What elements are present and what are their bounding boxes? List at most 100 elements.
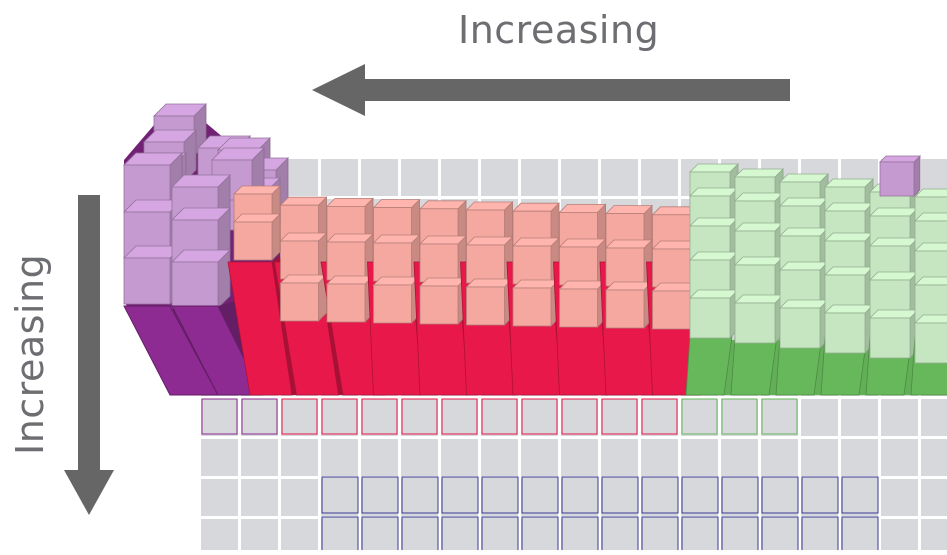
d-block-cube-top — [279, 274, 328, 284]
p-block-column — [730, 335, 778, 396]
f-block-cell — [521, 516, 559, 554]
grid-cell — [321, 159, 358, 196]
base-cell — [761, 398, 798, 435]
grid-cell — [881, 519, 918, 555]
d-block-cube — [233, 221, 273, 261]
p-block-cube-top — [689, 187, 739, 197]
f-block-cell — [521, 476, 559, 514]
d-block-cube — [512, 287, 552, 327]
f-block-cell — [441, 516, 479, 554]
d-block-cube-top — [233, 213, 281, 223]
vertical-trend-label: Increasing — [8, 253, 52, 455]
d-block-cube-top — [605, 205, 653, 215]
grid-cell — [801, 439, 838, 476]
p-block-cube-top — [689, 217, 739, 227]
f-block-cell — [601, 476, 639, 514]
d-block-cube-top — [279, 232, 328, 242]
helium-cube — [879, 161, 915, 197]
p-block-cube — [824, 312, 866, 354]
f-block-cell — [361, 476, 399, 514]
p-block-cube-top — [779, 299, 829, 309]
f-block-cell — [441, 476, 479, 514]
grid-cell — [281, 479, 318, 516]
d-block-cube — [559, 288, 598, 328]
d-block-cube-top — [326, 275, 374, 285]
f-block-cell — [481, 476, 519, 514]
p-block-column — [685, 335, 733, 396]
s-block-cube — [123, 257, 171, 305]
base-cell — [361, 398, 398, 435]
f-block-cell — [721, 516, 759, 554]
grid-cell — [481, 159, 518, 196]
helium-cube-top — [879, 155, 921, 163]
base-cell — [201, 398, 238, 435]
grid-cell — [521, 439, 558, 476]
p-block-cube — [689, 297, 731, 339]
p-block-cube — [869, 317, 911, 359]
grid-cell — [601, 159, 638, 196]
base-cell — [441, 398, 478, 435]
d-block-cube — [326, 283, 366, 323]
grid-cell — [321, 439, 358, 476]
p-block-cube-top — [734, 168, 784, 178]
d-block-cube-top — [233, 185, 281, 195]
d-block-cube — [512, 245, 552, 285]
p-block-cube-top — [689, 289, 739, 299]
base-cell — [561, 398, 598, 435]
d-block-cube — [605, 289, 645, 329]
d-block-cube — [652, 290, 691, 330]
grid-cell — [921, 519, 947, 555]
p-block-cube-top — [869, 271, 919, 281]
d-block-cube-top — [419, 277, 467, 287]
p-block-cube-top — [734, 222, 784, 232]
f-block-cell — [361, 516, 399, 554]
grid-cell — [881, 439, 918, 476]
d-block-cube — [466, 286, 505, 326]
d-block-cube-top — [419, 200, 467, 210]
f-block-cell — [761, 516, 799, 554]
grid-cell — [441, 159, 478, 196]
d-block-cube — [652, 248, 691, 288]
base-cell — [321, 398, 358, 435]
grid-cell — [801, 399, 838, 436]
grid-cell — [761, 439, 798, 476]
grid-cell — [921, 439, 947, 476]
d-block-cube-top — [326, 197, 374, 207]
f-block-cell — [561, 516, 599, 554]
grid-cell — [881, 479, 918, 516]
p-block-cube-top — [869, 207, 919, 217]
d-block-cube-top — [419, 235, 467, 245]
d-block-cube — [280, 240, 319, 280]
d-block-cube-top — [558, 280, 607, 290]
base-cell — [281, 398, 318, 435]
s-block-cube — [171, 261, 219, 309]
d-block-cube-top — [326, 233, 374, 243]
f-block-cell — [841, 516, 879, 554]
helium-cube-side — [913, 155, 921, 197]
grid-cell — [241, 439, 278, 476]
arrow-down-icon — [64, 195, 114, 515]
d-block-cube — [373, 242, 412, 282]
d-block-cube-top — [372, 234, 421, 244]
base-cell — [481, 398, 518, 435]
base-cell — [641, 398, 678, 435]
base-cell — [521, 398, 558, 435]
grid-cell — [281, 439, 318, 476]
p-block-cube-top — [779, 261, 829, 271]
f-block-cell — [401, 516, 439, 554]
d-block-cube — [559, 246, 598, 286]
d-block-cube-top — [558, 203, 607, 213]
grid-cell — [441, 439, 478, 476]
p-block-cube-top — [689, 163, 739, 173]
grid-cell — [521, 159, 558, 196]
base-cell — [681, 398, 718, 435]
grid-cell — [481, 439, 518, 476]
d-block-cube-top — [279, 196, 328, 206]
p-block-cube-top — [824, 202, 874, 212]
d-block-cube-top — [512, 237, 560, 247]
d-block-cube-top — [465, 278, 514, 288]
d-block-cube-top — [512, 279, 560, 289]
grid-cell — [361, 439, 398, 476]
f-block-cell — [801, 476, 839, 514]
